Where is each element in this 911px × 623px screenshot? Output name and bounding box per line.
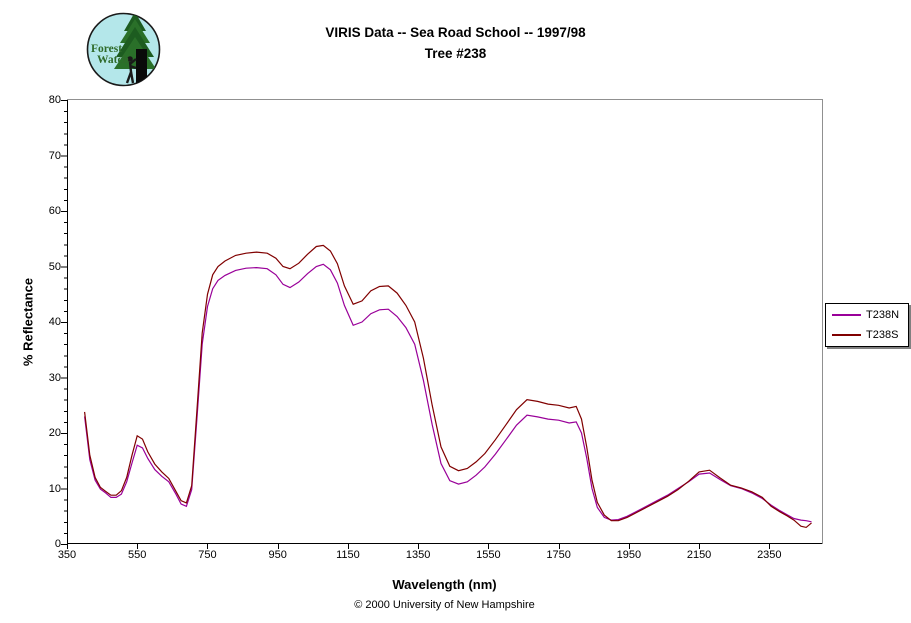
chart-title-line2: Tree #238 — [424, 46, 487, 61]
legend: T238N T238S — [825, 303, 909, 347]
pine-tree-icon — [114, 13, 156, 85]
person-figure — [125, 56, 137, 84]
copyright-text: © 2000 University of New Hampshire — [354, 599, 535, 611]
x-axis-title: Wavelength (nm) — [392, 577, 497, 592]
forest-watch-logo: Forest Watch — [86, 12, 161, 87]
legend-rows: T238N T238S — [826, 305, 908, 345]
legend-line-swatch — [832, 334, 861, 336]
legend-item-T238S: T238S — [826, 325, 908, 345]
tree-trunk — [136, 49, 147, 85]
legend-item-T238N: T238N — [826, 305, 908, 325]
legend-line-swatch — [832, 314, 861, 316]
logo-text-watch: Watch — [97, 54, 130, 66]
plot-border — [67, 99, 823, 544]
y-axis-title: % Reflectance — [20, 277, 36, 367]
legend-label: T238N — [866, 309, 900, 321]
chart-title: VIRIS Data -- Sea Road School -- 1997/98… — [0, 22, 911, 64]
legend-label: T238S — [866, 329, 899, 341]
series-T238N — [84, 263, 812, 523]
series-T238S — [84, 244, 812, 529]
chart-title-line1: VIRIS Data -- Sea Road School -- 1997/98 — [325, 25, 586, 40]
logo-text-forest: Forest — [91, 43, 122, 55]
